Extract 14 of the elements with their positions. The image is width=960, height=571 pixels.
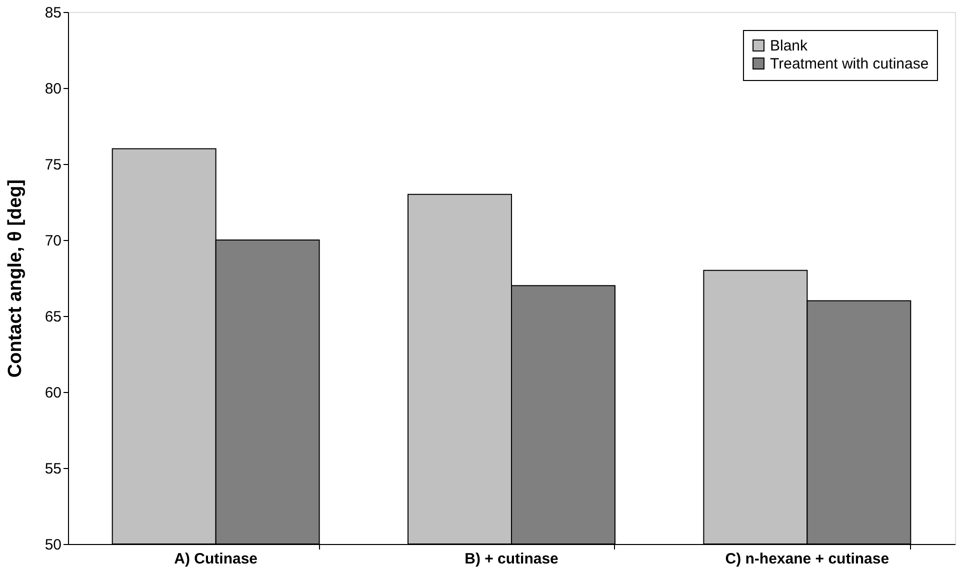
y-tick-label: 75 — [44, 156, 62, 174]
y-tick-label: 55 — [44, 460, 62, 478]
y-tick-label: 70 — [44, 232, 62, 250]
y-tick-label: 60 — [44, 384, 62, 402]
x-tick-label: B) + cutinase — [464, 550, 558, 568]
y-tick-label: 80 — [44, 80, 62, 98]
legend-label: Blank — [770, 38, 808, 54]
y-tick-label: 65 — [44, 308, 62, 326]
x-tick-label: A) Cutinase — [174, 550, 258, 568]
y-tick-label: 50 — [44, 536, 62, 554]
y-axis-title: Contact angle, θ [deg] — [4, 179, 26, 378]
x-tick-label: C) n-hexane + cutinase — [725, 550, 890, 568]
y-tick-label: 85 — [44, 4, 62, 22]
legend-label: Treatment with cutinase — [770, 56, 929, 72]
